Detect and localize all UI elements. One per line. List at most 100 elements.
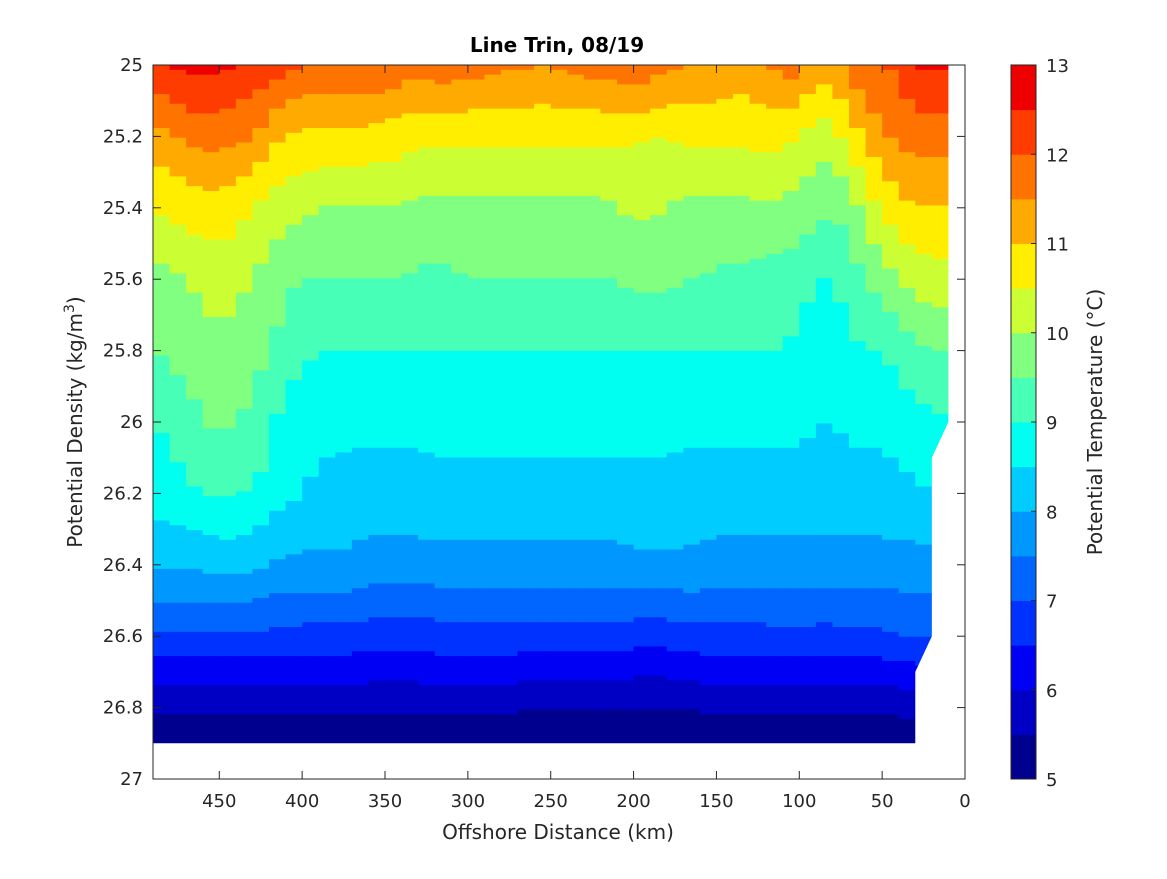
contour-band-cell	[534, 709, 552, 744]
contour-band-cell	[931, 157, 950, 207]
contour-band-cell	[666, 287, 684, 352]
contour-band-cell	[351, 622, 370, 652]
contour-band-cell	[418, 113, 436, 148]
contour-band-cell	[865, 685, 883, 715]
contour-band-cell	[385, 617, 403, 652]
contour-band-cell	[749, 200, 767, 260]
contour-band-cell	[186, 486, 204, 531]
contour-band-cell	[915, 157, 933, 207]
contour-band-cell	[849, 627, 867, 657]
contour-band-cell	[202, 534, 220, 575]
contour-band-cell	[931, 350, 950, 415]
contour-band-cell	[782, 336, 800, 449]
contour-band-cell	[418, 452, 436, 541]
contour-band-cell	[418, 583, 436, 618]
contour-band-cell	[501, 278, 519, 352]
contour-band-cell	[650, 549, 668, 589]
contour-band-cell	[600, 680, 618, 710]
contour-band-cell	[235, 631, 254, 657]
contour-band-cell	[882, 631, 900, 662]
contour-band-cell	[849, 127, 867, 168]
contour-band-cell	[832, 176, 850, 226]
contour-band-cell	[517, 539, 535, 589]
contour-band-cell	[617, 84, 635, 115]
contour-band-cell	[865, 244, 883, 294]
contour-band-cell	[269, 559, 287, 594]
contour-band-cell	[865, 656, 883, 686]
contour-band-cell	[169, 631, 187, 657]
x-tick-label: 400	[285, 791, 319, 812]
contour-band-cell	[418, 65, 436, 81]
contour-band-cell	[832, 656, 850, 686]
contour-band-cell	[832, 627, 850, 657]
contour-band-cell	[153, 433, 171, 522]
contour-band-cell	[302, 215, 320, 279]
contour-band-cell	[484, 685, 502, 715]
contour-band-cell	[368, 617, 386, 652]
contour-band-cell	[683, 622, 701, 652]
contour-band-cell	[815, 656, 834, 686]
x-axis: 450 400 350 300 250 200 150 100 50 0	[202, 65, 971, 812]
contour-band-cell	[235, 98, 254, 144]
contour-band-cell	[567, 588, 585, 623]
y-axis-label-superscript: 3	[62, 304, 78, 313]
colorbar-swatch	[1011, 288, 1036, 334]
contour-band-cell	[335, 205, 353, 279]
colorbar-swatch	[1011, 65, 1036, 111]
contour-band-cell	[252, 263, 270, 371]
x-tick-label: 0	[959, 791, 970, 812]
contour-band-cell	[302, 714, 320, 744]
contour-band-cell	[501, 350, 519, 459]
contour-band-cell	[351, 205, 370, 279]
contour-band-cell	[385, 583, 403, 618]
contour-band-cell	[219, 631, 237, 657]
contour-band-cell	[252, 89, 270, 129]
contour-band-cell	[153, 215, 171, 265]
contour-band-cell	[434, 113, 452, 148]
contour-band-cell	[617, 65, 635, 85]
contour-band-cell	[882, 714, 900, 744]
contour-band-cell	[434, 539, 452, 589]
contour-band-cell	[484, 714, 502, 744]
contour-band-cell	[351, 539, 370, 589]
contour-band-cell	[882, 65, 900, 71]
contour-band-cell	[849, 166, 867, 207]
contour-band-cell	[749, 258, 767, 352]
contour-band-cell	[252, 568, 270, 599]
contour-band-cell	[368, 205, 386, 279]
contour-band-cell	[285, 554, 303, 594]
contour-band-cell	[186, 113, 204, 148]
contour-band-cell	[716, 263, 734, 352]
contour-band-cell	[617, 215, 635, 289]
contour-band-cell	[534, 65, 552, 105]
contour-band-cell	[351, 447, 370, 541]
contour-band-cell	[898, 719, 916, 744]
contour-band-cell	[235, 220, 254, 294]
contour-band-cell	[898, 389, 916, 473]
contour-band-cell	[683, 447, 701, 546]
contour-band-cell	[302, 593, 320, 623]
contour-band-cell	[368, 447, 386, 536]
contour-band-cell	[650, 646, 668, 677]
colorbar-swatch	[1011, 734, 1036, 780]
contour-band-cell	[153, 65, 171, 95]
contour-band-cell	[650, 292, 668, 352]
contour-band-cell	[351, 94, 370, 129]
contour-band-cell	[832, 685, 850, 715]
contour-band-cell	[401, 200, 419, 274]
contour-band-cell	[401, 617, 419, 652]
contour-band-cell	[567, 350, 585, 459]
contour-band-cell	[782, 65, 800, 81]
contour-band-cell	[434, 622, 452, 657]
contour-band-cell	[931, 258, 950, 308]
contour-band-cell	[451, 457, 469, 541]
contour-band-cell	[617, 457, 635, 546]
contour-band-cell	[666, 69, 684, 105]
contour-band-cell	[418, 79, 436, 115]
contour-band-cell	[617, 544, 635, 589]
contour-band-cell	[716, 588, 734, 623]
contour-band-cell	[235, 656, 254, 686]
contour-band-cell	[898, 539, 916, 594]
contour-band-cell	[567, 278, 585, 352]
